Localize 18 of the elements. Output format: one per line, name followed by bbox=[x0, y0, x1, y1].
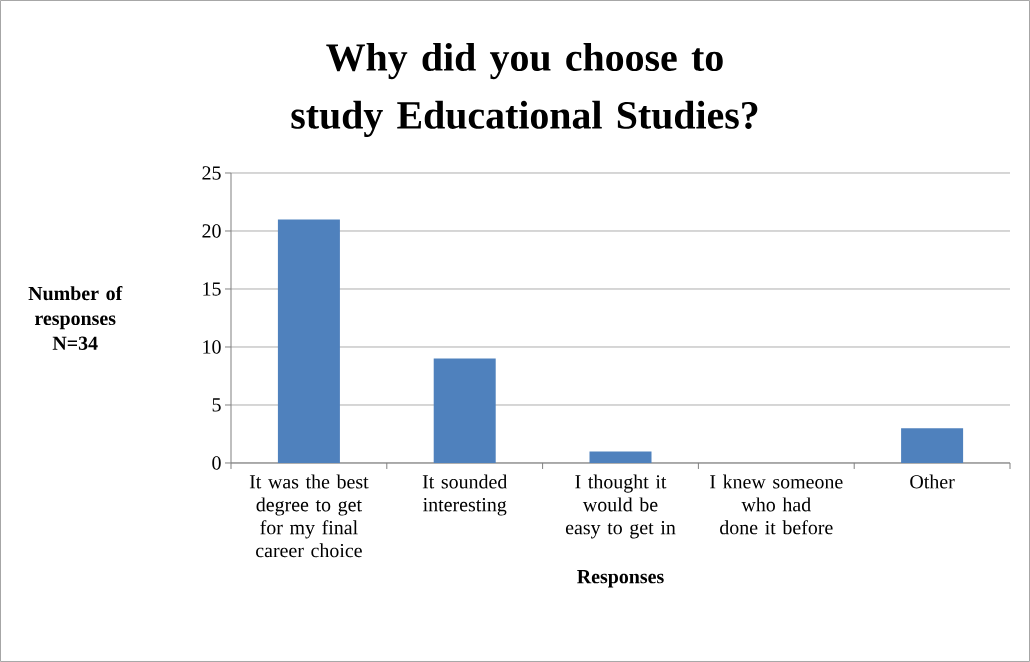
y-tick-label: 10 bbox=[203, 340, 221, 354]
x-axis-title: Responses bbox=[577, 570, 664, 588]
y-tick-label: 15 bbox=[203, 282, 221, 296]
x-tick-label: I thought it would be easy to get in bbox=[565, 474, 676, 539]
x-tick-label: It sounded interesting bbox=[422, 474, 508, 516]
y-tick-label: 0 bbox=[212, 456, 221, 470]
bar bbox=[589, 451, 652, 463]
x-tick-label: It was the best degree to get for my final career choice bbox=[249, 474, 369, 558]
bar bbox=[901, 428, 964, 463]
y-tick-label: 20 bbox=[202, 224, 221, 238]
bar bbox=[277, 219, 340, 463]
y-axis-title: Number of responses N=34 bbox=[28, 285, 123, 350]
x-tick-label: Other bbox=[910, 474, 955, 489]
y-tick-label: 5 bbox=[212, 398, 221, 412]
chart-title: Why did you choose to study Educational Studies? bbox=[291, 42, 758, 137]
x-tick-label: I knew someone who had done it before bbox=[710, 474, 843, 535]
bar bbox=[433, 358, 496, 463]
y-tick-label: 25 bbox=[202, 166, 221, 180]
